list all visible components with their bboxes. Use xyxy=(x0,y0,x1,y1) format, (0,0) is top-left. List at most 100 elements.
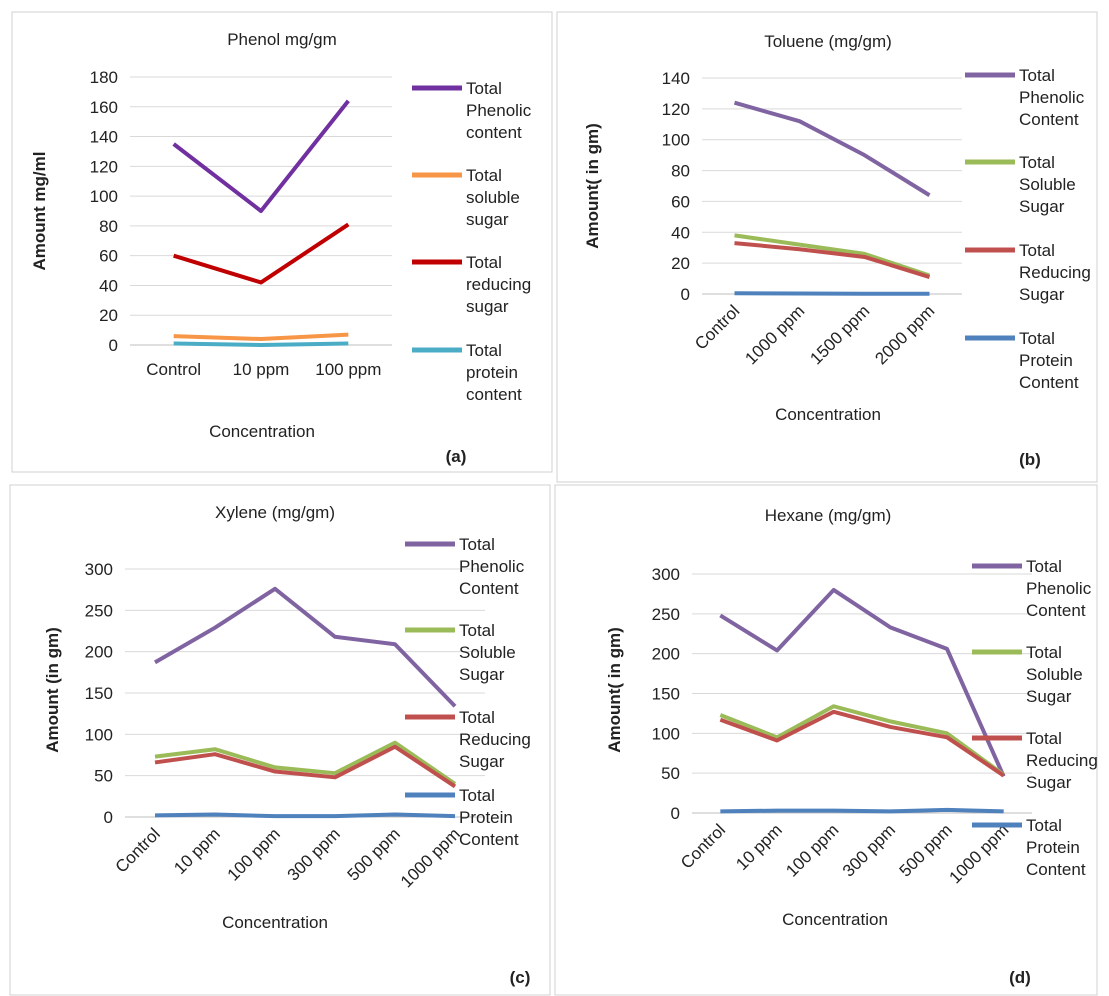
x-tick-label: Control xyxy=(146,360,201,379)
x-axis-label: Concentration xyxy=(209,422,315,441)
y-tick-label: 0 xyxy=(109,336,118,355)
series-line xyxy=(719,587,1006,778)
panel-frame xyxy=(11,11,553,473)
legend-label: Total Soluble Sugar xyxy=(1026,643,1087,706)
legend-label: Total Soluble Sugar xyxy=(1019,153,1080,216)
y-tick-label: 140 xyxy=(90,128,118,147)
y-tick-label: 160 xyxy=(90,98,118,117)
y-tick-label: 120 xyxy=(90,157,118,176)
y-tick-label: 300 xyxy=(652,565,680,584)
y-tick-label: 180 xyxy=(90,68,118,87)
legend-label: Total Reducing Sugar xyxy=(459,708,536,771)
panel-label: (d) xyxy=(1009,968,1031,987)
legend-label: Total Phenolic content xyxy=(466,79,536,142)
legend-label: Total protein content xyxy=(466,341,523,404)
series-line xyxy=(720,807,1004,814)
x-tick-label: 1000 ppm xyxy=(946,820,1013,887)
y-tick-label: 40 xyxy=(671,223,690,242)
legend-label: Total Phenolic Content xyxy=(1026,557,1096,620)
x-tick-label: 1000 ppm xyxy=(397,824,464,891)
x-tick-label: Control xyxy=(112,824,164,876)
panel-label: (c) xyxy=(510,968,531,987)
legend-label: Total Protein Content xyxy=(1026,816,1086,879)
x-tick-label: 500 ppm xyxy=(344,824,404,884)
series-line xyxy=(173,341,349,347)
x-tick-label: 100 ppm xyxy=(315,360,381,379)
panel-label: (b) xyxy=(1019,450,1041,469)
y-tick-label: 20 xyxy=(99,306,118,325)
y-axis-label: Amount (in gm) xyxy=(43,627,62,753)
y-tick-label: 0 xyxy=(671,804,680,823)
panel-frame xyxy=(554,484,1098,996)
x-tick-label: 10 ppm xyxy=(170,824,224,878)
x-tick-label: 100 ppm xyxy=(224,824,284,884)
legend-label: Total reducing sugar xyxy=(466,253,536,316)
y-tick-label: 100 xyxy=(90,187,118,206)
series-line xyxy=(154,744,457,789)
panel-label: (a) xyxy=(446,447,467,466)
y-tick-label: 80 xyxy=(671,162,690,181)
series-line xyxy=(154,740,457,786)
x-tick-label: 1000 ppm xyxy=(741,301,808,368)
x-tick-label: 1500 ppm xyxy=(806,301,873,368)
y-tick-label: 60 xyxy=(99,247,118,266)
y-tick-label: 250 xyxy=(652,605,680,624)
series-line xyxy=(719,709,1005,778)
y-axis-label: Amount( in gm) xyxy=(583,123,602,249)
series-line xyxy=(734,241,931,279)
y-tick-label: 40 xyxy=(99,276,118,295)
legend-label: Total Phenolic Content xyxy=(1019,66,1089,129)
panel-frame xyxy=(556,11,1098,483)
series-line xyxy=(734,233,931,278)
x-tick-label: Control xyxy=(691,301,743,353)
series-line xyxy=(173,222,350,285)
chart-title: Phenol mg/gm xyxy=(227,30,337,49)
y-tick-label: 100 xyxy=(85,725,113,744)
x-axis-label: Concentration xyxy=(782,910,888,929)
y-tick-label: 50 xyxy=(661,764,680,783)
y-axis-label: Amount( in gm) xyxy=(605,627,624,753)
x-tick-label: Control xyxy=(677,820,729,872)
y-tick-label: 200 xyxy=(652,645,680,664)
x-axis-label: Concentration xyxy=(222,913,328,932)
y-tick-label: 120 xyxy=(662,100,690,119)
x-tick-label: 2000 ppm xyxy=(871,301,938,368)
series-line xyxy=(153,586,457,708)
x-tick-label: 300 ppm xyxy=(839,820,899,880)
series-line xyxy=(173,332,349,342)
legend-label: Total Soluble Sugar xyxy=(459,621,520,684)
y-tick-label: 140 xyxy=(662,69,690,88)
y-tick-label: 20 xyxy=(671,254,690,273)
legend-label: Total soluble sugar xyxy=(466,166,525,229)
y-tick-label: 150 xyxy=(652,685,680,704)
y-tick-label: 200 xyxy=(85,643,113,662)
panel-frame xyxy=(9,484,551,996)
y-tick-label: 100 xyxy=(662,131,690,150)
x-tick-label: 300 ppm xyxy=(284,824,344,884)
y-tick-label: 80 xyxy=(99,217,118,236)
legend-label: Total Phenolic Content xyxy=(459,535,529,598)
legend-label: Total Protein Content xyxy=(1019,329,1079,392)
series-line xyxy=(719,704,1005,777)
y-tick-label: 100 xyxy=(652,724,680,743)
chart-title: Xylene (mg/gm) xyxy=(215,503,335,522)
x-tick-label: 100 ppm xyxy=(782,820,842,880)
chart-title: Hexane (mg/gm) xyxy=(765,506,892,525)
y-tick-label: 50 xyxy=(94,767,113,786)
y-tick-label: 0 xyxy=(104,808,113,827)
legend-label: Total Reducing Sugar xyxy=(1019,241,1096,304)
series-line xyxy=(154,812,456,819)
x-tick-label: 10 ppm xyxy=(233,360,290,379)
legend-label: Total Reducing Sugar xyxy=(1026,729,1103,792)
legend-label: Total Protein Content xyxy=(459,786,519,849)
x-tick-label: 10 ppm xyxy=(732,820,786,874)
y-axis-label: Amount mg/ml xyxy=(30,152,49,271)
y-tick-label: 250 xyxy=(85,601,113,620)
y-tick-label: 150 xyxy=(85,684,113,703)
series-line xyxy=(733,100,931,197)
x-axis-label: Concentration xyxy=(775,405,881,424)
y-tick-label: 0 xyxy=(681,285,690,304)
y-tick-label: 60 xyxy=(671,192,690,211)
series-line xyxy=(172,99,350,213)
